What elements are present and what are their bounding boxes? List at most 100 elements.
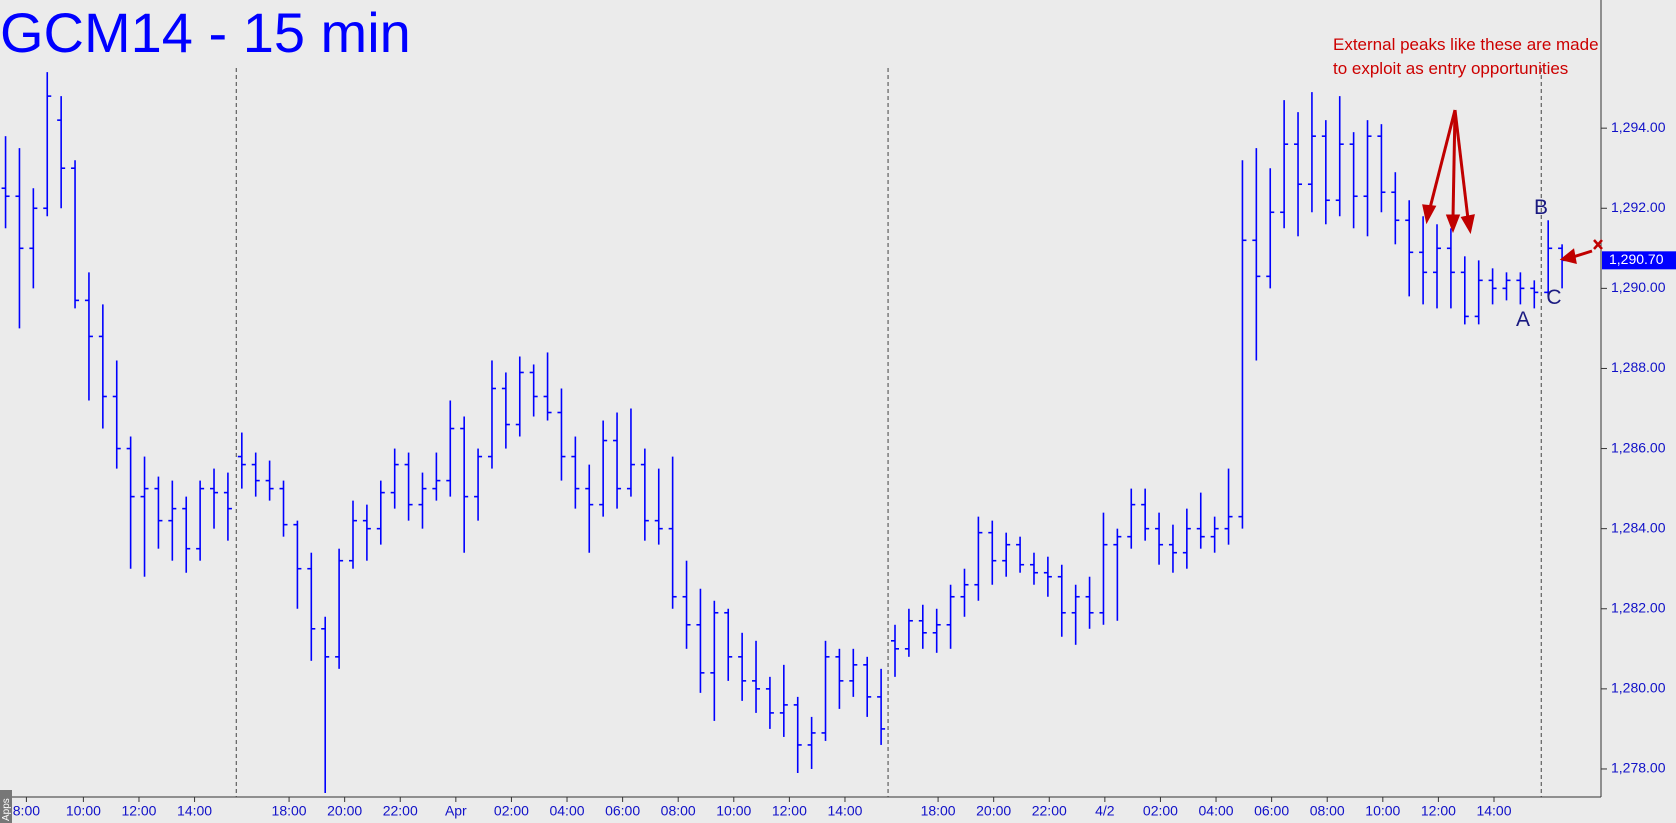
x-tick-label: 10:00: [716, 803, 751, 819]
ohlc-bar: [126, 436, 135, 569]
ohlc-bar: [891, 624, 900, 677]
ohlc-bar: [696, 588, 705, 693]
y-tick-label: 1,294.00: [1611, 119, 1666, 135]
ohlc-bar: [1029, 552, 1038, 585]
y-tick-label: 1,282.00: [1611, 599, 1666, 615]
arrow: [1453, 109, 1470, 220]
x-tick-label: 22:00: [383, 803, 418, 819]
last-price-box: [1602, 251, 1676, 270]
y-tick-label: 1,290.00: [1611, 279, 1666, 295]
ohlc-bar: [599, 420, 608, 517]
ohlc-bar: [418, 472, 427, 529]
ohlc-bar: [752, 640, 761, 713]
ohlc-bar: [1460, 256, 1469, 325]
arrow: [1572, 249, 1593, 259]
ohlc-bar: [946, 584, 955, 649]
ohlc-bar: [932, 608, 941, 653]
ohlc-bar: [404, 452, 413, 521]
x-tick-label: 08:00: [1310, 803, 1345, 819]
ohlc-bar: [1307, 92, 1316, 213]
ohlc-bar: [960, 568, 969, 617]
ohlc-bar: [1266, 168, 1275, 289]
x-tick-label: 02:00: [1143, 803, 1178, 819]
x-tick-label: 08:00: [661, 803, 696, 819]
y-tick-label: 1,292.00: [1611, 199, 1666, 215]
chart-title: GCM14 - 15 min: [0, 1, 411, 64]
ohlc-bar: [1182, 508, 1191, 569]
x-tick-label: 06:00: [605, 803, 640, 819]
x-tick-label: 14:00: [177, 803, 212, 819]
x-tick-label: 18:00: [272, 803, 307, 819]
ohlc-bar: [1544, 220, 1553, 297]
ohlc-bar: [1349, 132, 1358, 229]
ohlc-bar: [84, 272, 93, 401]
ohlc-bar: [863, 656, 872, 717]
x-tick-label: Apr: [445, 803, 467, 819]
ohlc-bar: [1057, 564, 1066, 637]
ohlc-bar: [904, 608, 913, 657]
apps-tab: [0, 790, 12, 823]
ohlc-bar: [877, 668, 886, 745]
ohlc-bar: [390, 448, 399, 509]
ohlc-bar: [1099, 512, 1108, 625]
x-tick-label: 10:00: [1365, 803, 1400, 819]
ohlc-bar: [196, 480, 205, 561]
ohlc-bar: [1280, 100, 1289, 229]
ohlc-bar: [1043, 556, 1052, 597]
ohlc-bar: [557, 388, 566, 481]
ohlc-bar: [432, 452, 441, 501]
ohlc-bar: [1113, 528, 1122, 621]
ohlc-bar: [1196, 492, 1205, 549]
y-tick-label: 1,280.00: [1611, 680, 1666, 696]
ohlc-bar: [807, 716, 816, 769]
ohlc-bar: [654, 468, 663, 545]
ohlc-bar: [321, 616, 330, 793]
ohlc-bar: [682, 560, 691, 649]
x-tick-label: 10:00: [66, 803, 101, 819]
ohlc-bar: [1238, 160, 1247, 529]
y-tick-label: 1,288.00: [1611, 359, 1666, 375]
arrow: [1451, 109, 1457, 219]
ohlc-bar: [529, 364, 538, 417]
ohlc-bar: [738, 632, 747, 701]
y-tick-label: 1,286.00: [1611, 439, 1666, 455]
ohlc-bar: [1502, 272, 1511, 301]
arrow: [1428, 109, 1457, 209]
ohlc-bar: [821, 640, 830, 741]
ohlc-bar: [779, 664, 788, 737]
ohlc-bar: [1252, 148, 1261, 361]
x-tick-label: 04:00: [1199, 803, 1234, 819]
ohlc-bar: [1446, 228, 1455, 309]
ohlc-bar: [487, 360, 496, 469]
ohlc-bar: [1085, 576, 1094, 629]
x-tick-label: 20:00: [976, 803, 1011, 819]
ohlc-bar: [515, 356, 524, 437]
ohlc-bar: [348, 500, 357, 569]
x-tick-label: 12:00: [121, 803, 156, 819]
x-tick-label: 12:00: [1421, 803, 1456, 819]
point-label: A: [1516, 308, 1530, 331]
ohlc-bar: [1488, 268, 1497, 305]
x-tick-label: 14:00: [1476, 803, 1511, 819]
ohlc-bar: [474, 448, 483, 521]
ohlc-bar: [57, 96, 66, 209]
x-tick-label: 18:00: [921, 803, 956, 819]
plot-area: [1, 68, 1567, 797]
ohlc-bar: [43, 72, 52, 217]
ohlc-bar: [626, 408, 635, 497]
x-tick-label: 8:00: [13, 803, 40, 819]
ohlc-bar: [140, 456, 149, 577]
ohlc-bar: [1002, 532, 1011, 577]
y-tick-label: 1,278.00: [1611, 760, 1666, 776]
ohlc-bar: [1530, 280, 1539, 309]
ohlc-bar: [613, 412, 622, 509]
ohlc-bar: [501, 372, 510, 449]
y-tick-label: 1,284.00: [1611, 519, 1666, 535]
ohlc-bar: [835, 648, 844, 709]
ohlc-bar: [112, 360, 121, 469]
x-tick-label: 4/2: [1095, 803, 1115, 819]
ohlc-bar: [1363, 120, 1372, 237]
annotation-text: to exploit as entry opportunities: [1333, 59, 1568, 78]
